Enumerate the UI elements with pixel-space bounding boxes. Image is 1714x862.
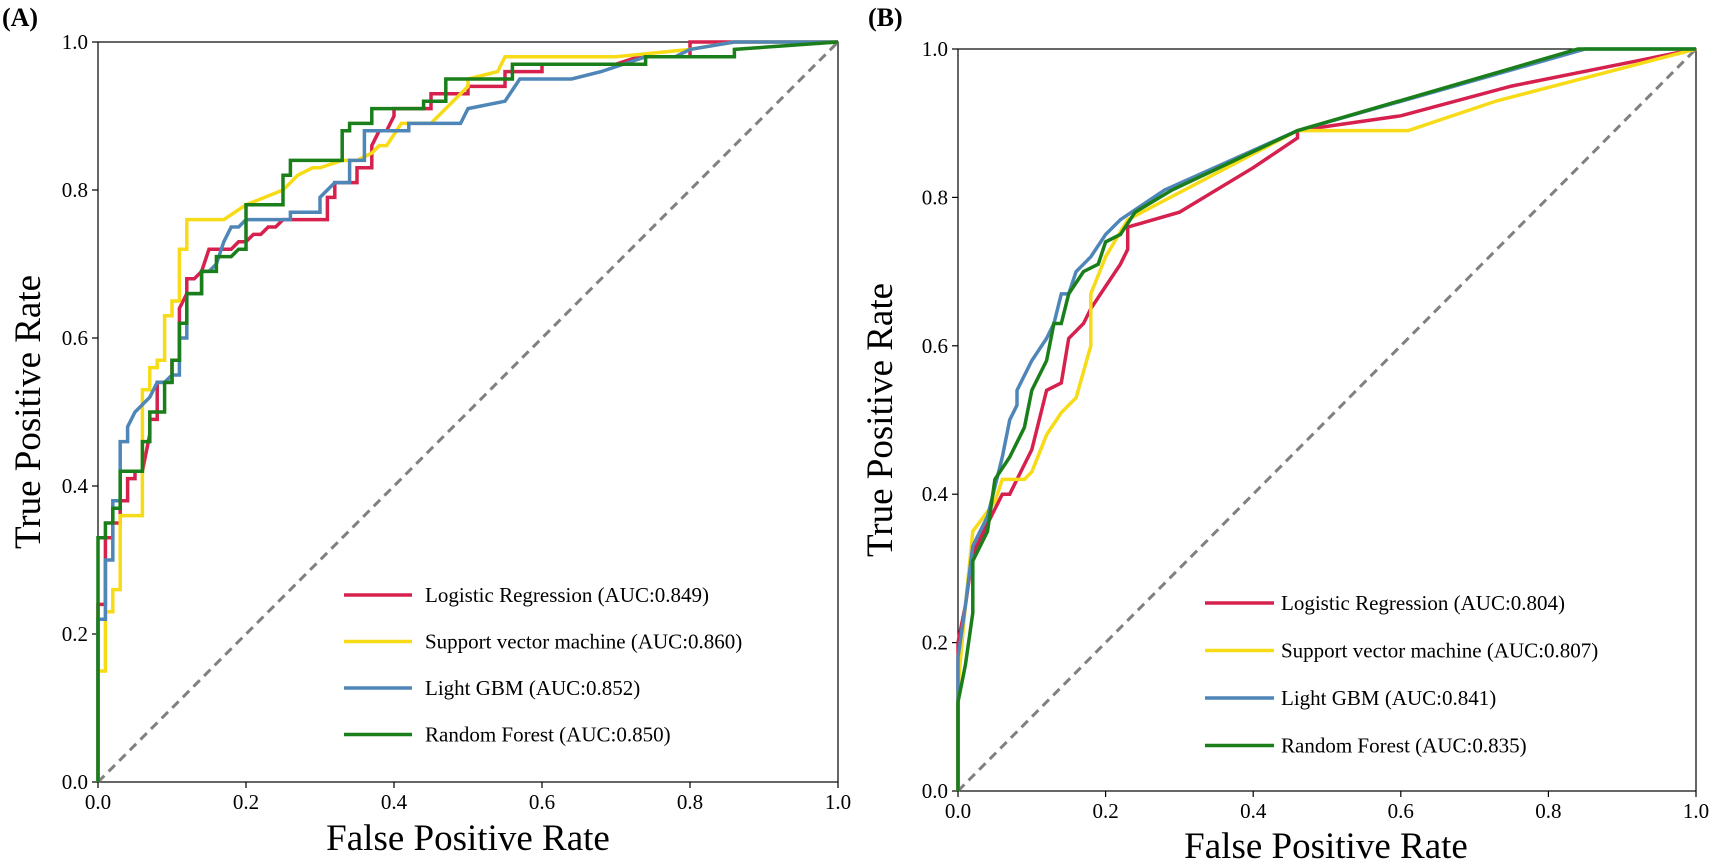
x-tick-label: 0.2 — [1092, 799, 1118, 823]
x-tick-label: 1.0 — [1683, 799, 1709, 823]
y-tick-label: 0.8 — [62, 178, 88, 202]
y-tick-label: 0.0 — [922, 779, 948, 803]
y-tick-label: 0.6 — [62, 326, 88, 350]
y-tick-label: 0.6 — [922, 334, 948, 358]
x-tick-label: 1.0 — [825, 790, 851, 814]
legend-label: Light GBM (AUC:0.852) — [425, 676, 640, 700]
panel-label: (A) — [2, 3, 38, 32]
y-tick-label: 1.0 — [62, 30, 88, 54]
legend-label: Light GBM (AUC:0.841) — [1281, 686, 1496, 710]
y-tick-label: 0.0 — [62, 770, 88, 794]
y-axis-title: True Positive Rate — [860, 283, 901, 557]
y-tick-label: 1.0 — [922, 37, 948, 61]
x-tick-label: 0.6 — [1388, 799, 1414, 823]
chart-panel-b: (B) 0.0 0.2 0.4 0.6 0.8 1.0 0.0 0.2 0.4 0.6 0.8 1.0 F… — [860, 3, 1709, 862]
roc-curve-support-vector-machine — [96, 40, 838, 782]
roc-curve-logistic-regression — [96, 40, 838, 782]
panel-label: (B) — [868, 3, 903, 32]
y-tick-label: 0.2 — [62, 622, 88, 646]
roc-curve-random-forest — [96, 40, 839, 782]
y-tick-label: 0.4 — [62, 474, 89, 498]
chance-diagonal — [956, 47, 1698, 793]
legend-label: Random Forest (AUC:0.850) — [425, 723, 671, 747]
chart-panel-a: (A) 0.0 0.2 0.4 0.6 0.8 1.0 0.0 0.2 0.4 0.6 0.8 1.0 F… — [2, 3, 851, 859]
x-tick-label: 0.8 — [1535, 799, 1561, 823]
y-axis-title: True Positive Rate — [8, 275, 49, 549]
roc-curve-light-gbm — [96, 40, 838, 782]
legend-label: Random Forest (AUC:0.835) — [1281, 734, 1527, 758]
plot-frame — [97, 41, 839, 783]
roc-curve-light-gbm — [956, 47, 1696, 791]
x-tick-label: 0.0 — [945, 799, 971, 823]
plot-frame — [957, 48, 1697, 792]
x-axis-title: False Positive Rate — [1184, 826, 1468, 862]
legend: Logistic Regression (AUC:0.849) Support v… — [344, 583, 742, 747]
x-tick-label: 0.6 — [529, 790, 555, 814]
x-tick-label: 0.4 — [1240, 799, 1267, 823]
x-tick-label: 0.2 — [233, 790, 259, 814]
legend-label: Support vector machine (AUC:0.860) — [425, 630, 742, 654]
legend-label: Logistic Regression (AUC:0.849) — [425, 583, 709, 607]
y-tick-label: 0.2 — [922, 631, 948, 655]
x-tick-label: 0.4 — [381, 790, 408, 814]
legend: Logistic Regression (AUC:0.804) Support v… — [1205, 591, 1598, 758]
y-tick-label: 0.4 — [922, 482, 949, 506]
chance-diagonal — [96, 40, 840, 784]
x-tick-label: 0.0 — [85, 790, 111, 814]
x-tick-label: 0.8 — [677, 790, 703, 814]
x-axis-title: False Positive Rate — [326, 818, 610, 859]
y-tick-label: 0.8 — [922, 185, 948, 209]
legend-label: Support vector machine (AUC:0.807) — [1281, 639, 1598, 663]
legend-label: Logistic Regression (AUC:0.804) — [1281, 591, 1565, 615]
roc-curve-random-forest — [956, 47, 1696, 791]
